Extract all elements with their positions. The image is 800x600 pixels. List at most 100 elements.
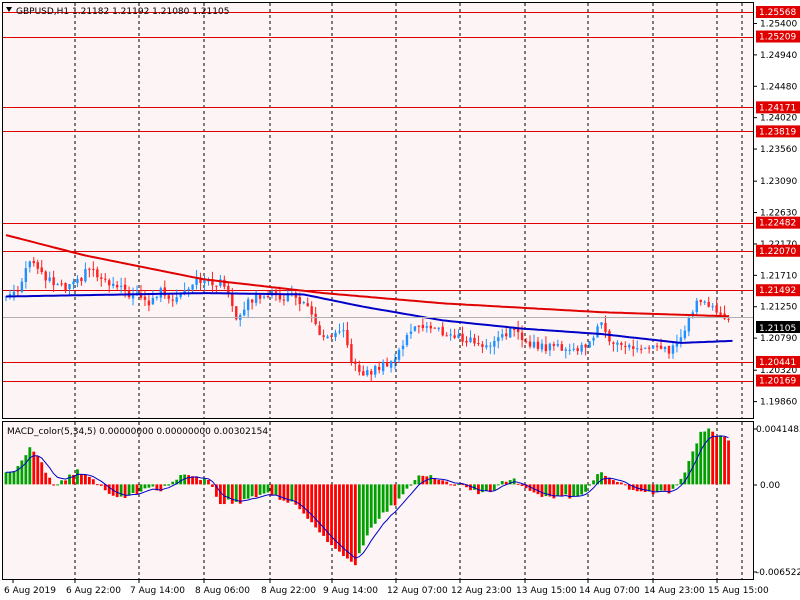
candle [572, 343, 575, 352]
candle [445, 332, 448, 337]
candle [298, 292, 301, 312]
candle [671, 342, 675, 359]
macd-bar [72, 474, 75, 485]
macd-bar [445, 481, 449, 485]
macd-bar [600, 472, 603, 485]
macd-bar [596, 474, 599, 485]
macd-bar [560, 484, 564, 497]
candle [473, 334, 476, 347]
macd-bar [524, 484, 528, 489]
candle [322, 329, 325, 341]
macd-bar [222, 484, 226, 505]
candle [215, 285, 218, 294]
candle [536, 336, 540, 352]
candle [199, 272, 202, 291]
macd-bar [528, 484, 532, 491]
candle [679, 329, 683, 348]
macd-bar [302, 484, 306, 514]
candle [195, 269, 198, 290]
candle [389, 360, 393, 373]
time-tick-label: 8 Aug 06:00 [195, 586, 250, 596]
macd-bar [576, 484, 580, 496]
macd-bar [683, 472, 687, 485]
candle [147, 295, 151, 312]
macd-bar [508, 480, 512, 485]
candle [346, 321, 349, 348]
macd-bar [52, 484, 56, 486]
price-level-value: 1.25209 [759, 33, 796, 43]
price-tick-label: 1.24480 [760, 82, 797, 92]
macd-bar [294, 484, 298, 505]
macd-bar [80, 474, 83, 485]
candle [675, 334, 679, 353]
macd-tick-label: 0.0041483 [756, 425, 800, 435]
candle [505, 326, 508, 340]
ohlc-label: 1.21182 1.21192 1.21080 1.21105 [72, 7, 229, 17]
macd-bar [115, 484, 119, 498]
macd-bar [663, 484, 667, 491]
price-tick-label: 1.21710 [760, 271, 797, 281]
candle [620, 341, 623, 351]
price-level-tag: 1.23819 [756, 125, 800, 138]
macd-bar [580, 484, 584, 495]
slow-moving-average-line [5, 234, 729, 318]
price-panel-area[interactable] [2, 2, 753, 418]
price-level-value: 1.25568 [759, 8, 796, 18]
candle [489, 342, 492, 355]
candle [564, 347, 567, 359]
macd-bar [723, 436, 726, 485]
candle [36, 259, 39, 275]
macd-bar [76, 469, 79, 485]
macd-bar [155, 484, 159, 491]
macd-bar [147, 484, 151, 488]
macd-bar [226, 484, 230, 500]
macd-bar [397, 484, 401, 499]
time-tick-label: 6 Aug 2019 [4, 586, 56, 596]
macd-bar [179, 474, 183, 485]
macd-bar [647, 484, 651, 492]
price-level-value: 1.20441 [759, 358, 796, 368]
macd-bar [326, 484, 329, 543]
horizontal-levels[interactable] [3, 12, 753, 382]
candle [457, 329, 460, 339]
candle [405, 332, 409, 348]
macd-bar [8, 471, 12, 485]
current-price-value: 1.21105 [759, 324, 796, 334]
macd-bar [612, 480, 615, 485]
macd-bar [64, 480, 67, 485]
macd-bar [28, 447, 32, 485]
candle [100, 273, 103, 287]
macd-bar [250, 484, 254, 497]
macd-bar [488, 484, 492, 493]
candle [44, 270, 47, 289]
candle [370, 368, 373, 382]
macd-bar [238, 484, 242, 504]
candle [310, 301, 313, 323]
candle [342, 322, 345, 338]
macd-bar [548, 484, 552, 497]
macd-bar [465, 484, 468, 488]
candle [548, 342, 552, 357]
candle [453, 328, 456, 339]
time-tick-label: 13 Aug 15:00 [516, 586, 577, 596]
macd-bar [469, 484, 472, 491]
macd-bar [56, 484, 60, 486]
macd-bar [215, 484, 218, 497]
macd-bar [298, 484, 302, 510]
candle [235, 306, 238, 321]
macd-panel-area[interactable] [2, 421, 753, 579]
candle [703, 300, 706, 306]
candle [294, 288, 298, 306]
candle [314, 307, 317, 326]
candle [231, 287, 234, 312]
macd-bar [711, 431, 715, 485]
candle [377, 361, 381, 374]
candle [715, 299, 718, 317]
candle [437, 327, 440, 332]
macd-bar [385, 484, 389, 512]
price-tick-label: 1.25400 [760, 19, 797, 29]
candle [497, 330, 500, 349]
candle [508, 327, 512, 338]
triangle-down-icon[interactable] [6, 7, 12, 12]
